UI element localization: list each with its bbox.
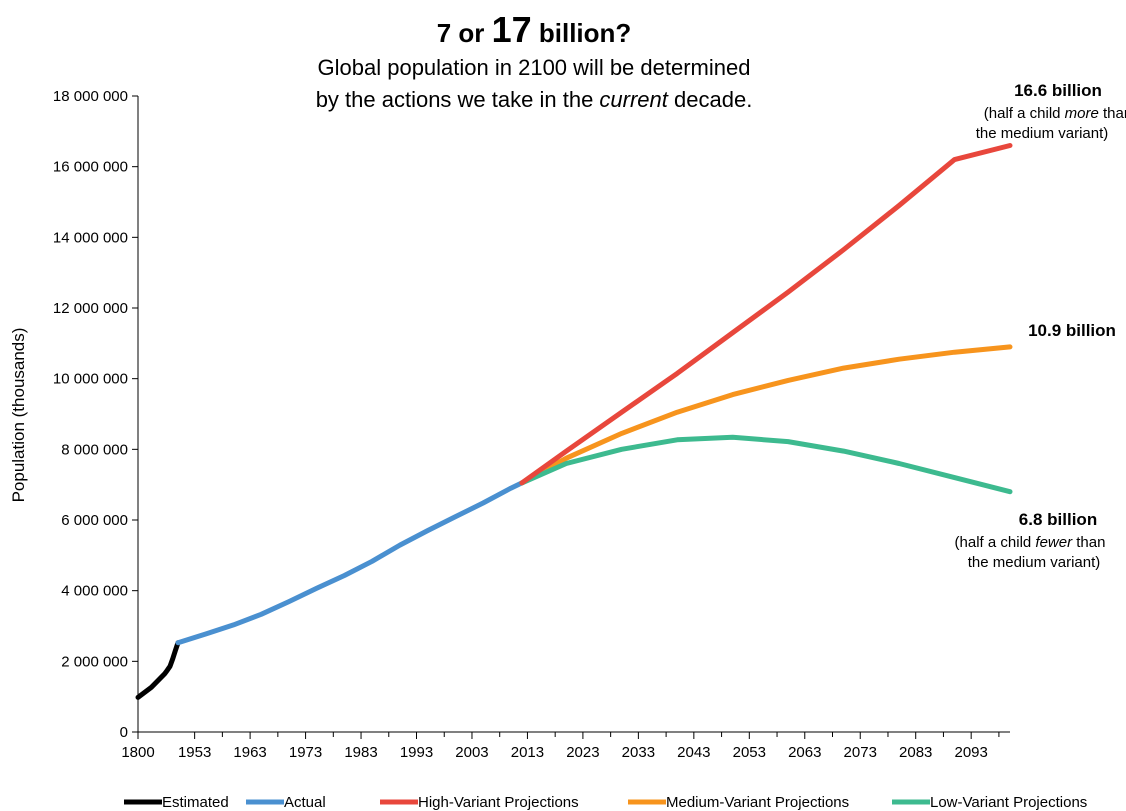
y-tick-label: 12 000 000 xyxy=(53,300,128,317)
chart-subtitle-line2: by the actions we take in the current de… xyxy=(316,87,753,112)
annotation-high-value: 16.6 billion xyxy=(1014,81,1102,100)
chart-title: 7 or 17 billion? xyxy=(437,9,632,50)
series-line-actual xyxy=(175,480,525,646)
x-tick-label: 1993 xyxy=(400,744,433,761)
x-tick-label: 1953 xyxy=(178,744,211,761)
x-tick-label: 2033 xyxy=(622,744,655,761)
y-tick-label: 18 000 000 xyxy=(53,88,128,105)
y-tick-label: 2 000 000 xyxy=(61,653,128,670)
x-tick-label: 2073 xyxy=(844,744,877,761)
y-tick-label: 10 000 000 xyxy=(53,371,128,388)
series-line-high-variant-projections xyxy=(519,143,1013,486)
series-line-estimated xyxy=(135,640,181,700)
legend: Estimated Actual High-Variant Projections M… xyxy=(124,794,1087,811)
x-tick-label: 2083 xyxy=(899,744,932,761)
x-tick-label: 2023 xyxy=(566,744,599,761)
x-tick-label: 2003 xyxy=(455,744,488,761)
x-tick-label: 1800 xyxy=(121,744,154,761)
series-lines xyxy=(135,143,1013,700)
chart-subtitle-line1: Global population in 2100 will be determ… xyxy=(318,55,751,80)
series-line-medium-variant-projections xyxy=(519,344,1013,486)
y-tick-label: 4 000 000 xyxy=(61,583,128,600)
annotation-low-value: 6.8 billion xyxy=(1019,510,1097,529)
y-tick-label: 0 xyxy=(120,724,128,741)
annotation-high-note2: the medium variant) xyxy=(976,125,1109,142)
legend-label: Low-Variant Projections xyxy=(930,794,1087,811)
y-tick-label: 8 000 000 xyxy=(61,441,128,458)
x-tick-label: 2093 xyxy=(954,744,987,761)
y-tick-label: 16 000 000 xyxy=(53,159,128,176)
annotation-high: 16.6 billion (half a child more than the… xyxy=(976,81,1126,142)
series-line-low-variant-projections xyxy=(519,434,1013,495)
x-tick-label: 2053 xyxy=(733,744,766,761)
legend-label: Actual xyxy=(284,794,326,811)
annotation-low-note1: (half a child fewer than xyxy=(955,534,1106,551)
x-tick-label: 2043 xyxy=(677,744,710,761)
x-tick-label: 1973 xyxy=(289,744,322,761)
y-axis-label: Population (thousands) xyxy=(9,328,28,503)
annotation-medium-value: 10.9 billion xyxy=(1028,321,1116,340)
x-tick-label: 2013 xyxy=(511,744,544,761)
annotation-medium: 10.9 billion xyxy=(1028,321,1116,340)
x-tick-label: 1983 xyxy=(344,744,377,761)
y-tick-label: 6 000 000 xyxy=(61,512,128,529)
annotation-low: 6.8 billion (half a child fewer than the… xyxy=(955,510,1106,571)
legend-label: High-Variant Projections xyxy=(418,794,579,811)
legend-label: Estimated xyxy=(162,794,229,811)
annotation-low-note2: the medium variant) xyxy=(968,554,1101,571)
x-tick-label: 2063 xyxy=(788,744,821,761)
y-ticks: 0 2 000 000 4 000 000 6 000 000 8 000 000 10 … xyxy=(53,88,138,741)
x-ticks: 1800 1953 1963 1973 1983 1993 2003 2013 2023 2033… xyxy=(121,732,1000,761)
y-tick-label: 14 000 000 xyxy=(53,229,128,246)
annotation-high-note1: (half a child more than xyxy=(984,105,1126,122)
legend-label: Medium-Variant Projections xyxy=(666,794,849,811)
x-tick-label: 1963 xyxy=(233,744,266,761)
